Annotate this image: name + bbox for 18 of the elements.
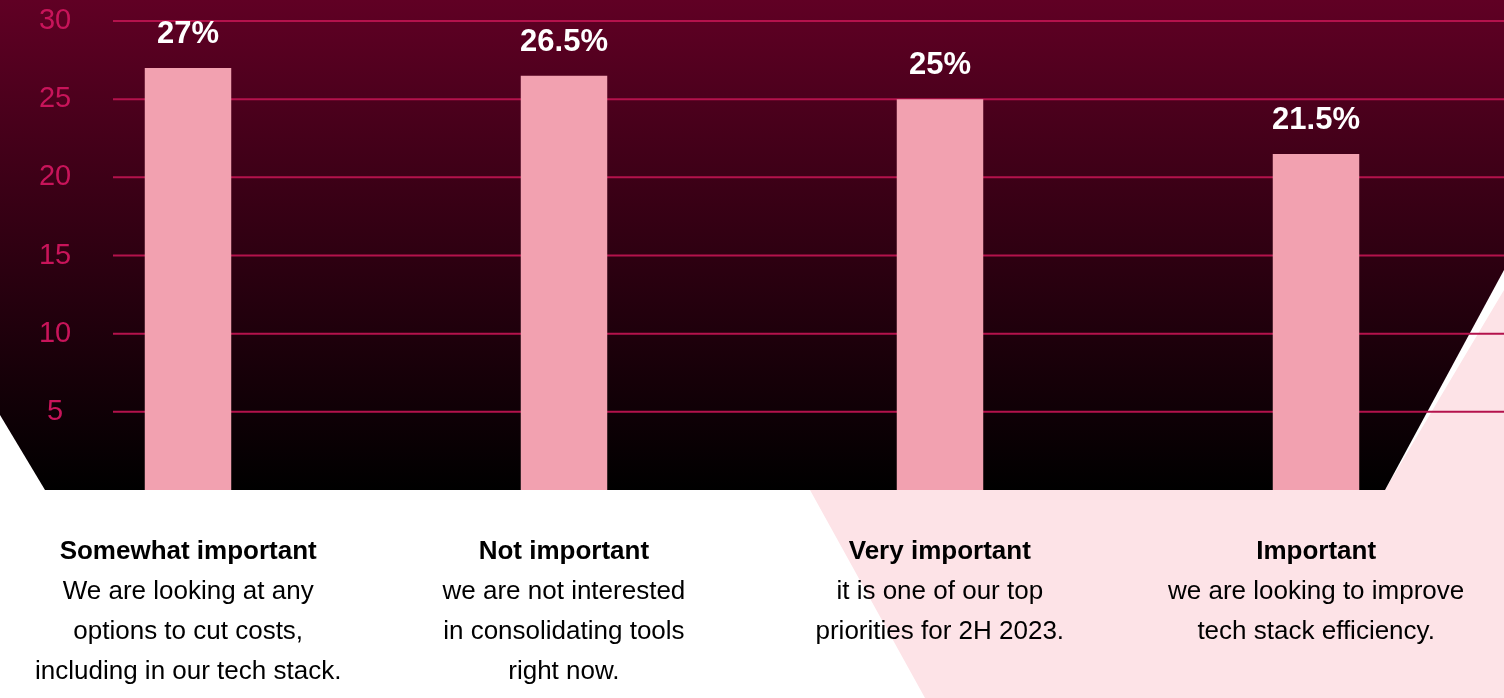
x-tick-label: Not important we are not interested in consolidating tools right now. — [442, 534, 686, 687]
y-tick-label: 25 — [38, 81, 72, 114]
x-tick-label: Very important it is one of our top priorities for 2H 2023. — [815, 534, 1065, 647]
bar — [1272, 153, 1360, 490]
y-tick-label: 5 — [46, 393, 64, 426]
y-tick-label: 10 — [38, 315, 72, 348]
data-label: 26.5% — [520, 22, 608, 58]
x-tick-label: Important we are looking to improve tech stack efficiency. — [1168, 534, 1465, 647]
data-label: 25% — [908, 46, 972, 82]
bar — [520, 75, 608, 490]
data-label: 21.5% — [1272, 100, 1360, 136]
y-tick-label: 20 — [38, 159, 72, 192]
data-label: 27% — [156, 14, 220, 50]
bar — [896, 99, 984, 490]
x-tick-label: Somewhat important We are looking at any options to cut costs, including in our tech stack. — [35, 534, 342, 687]
y-tick-label: 30 — [38, 3, 72, 35]
bar — [144, 67, 232, 490]
y-tick-label: 15 — [38, 237, 72, 270]
